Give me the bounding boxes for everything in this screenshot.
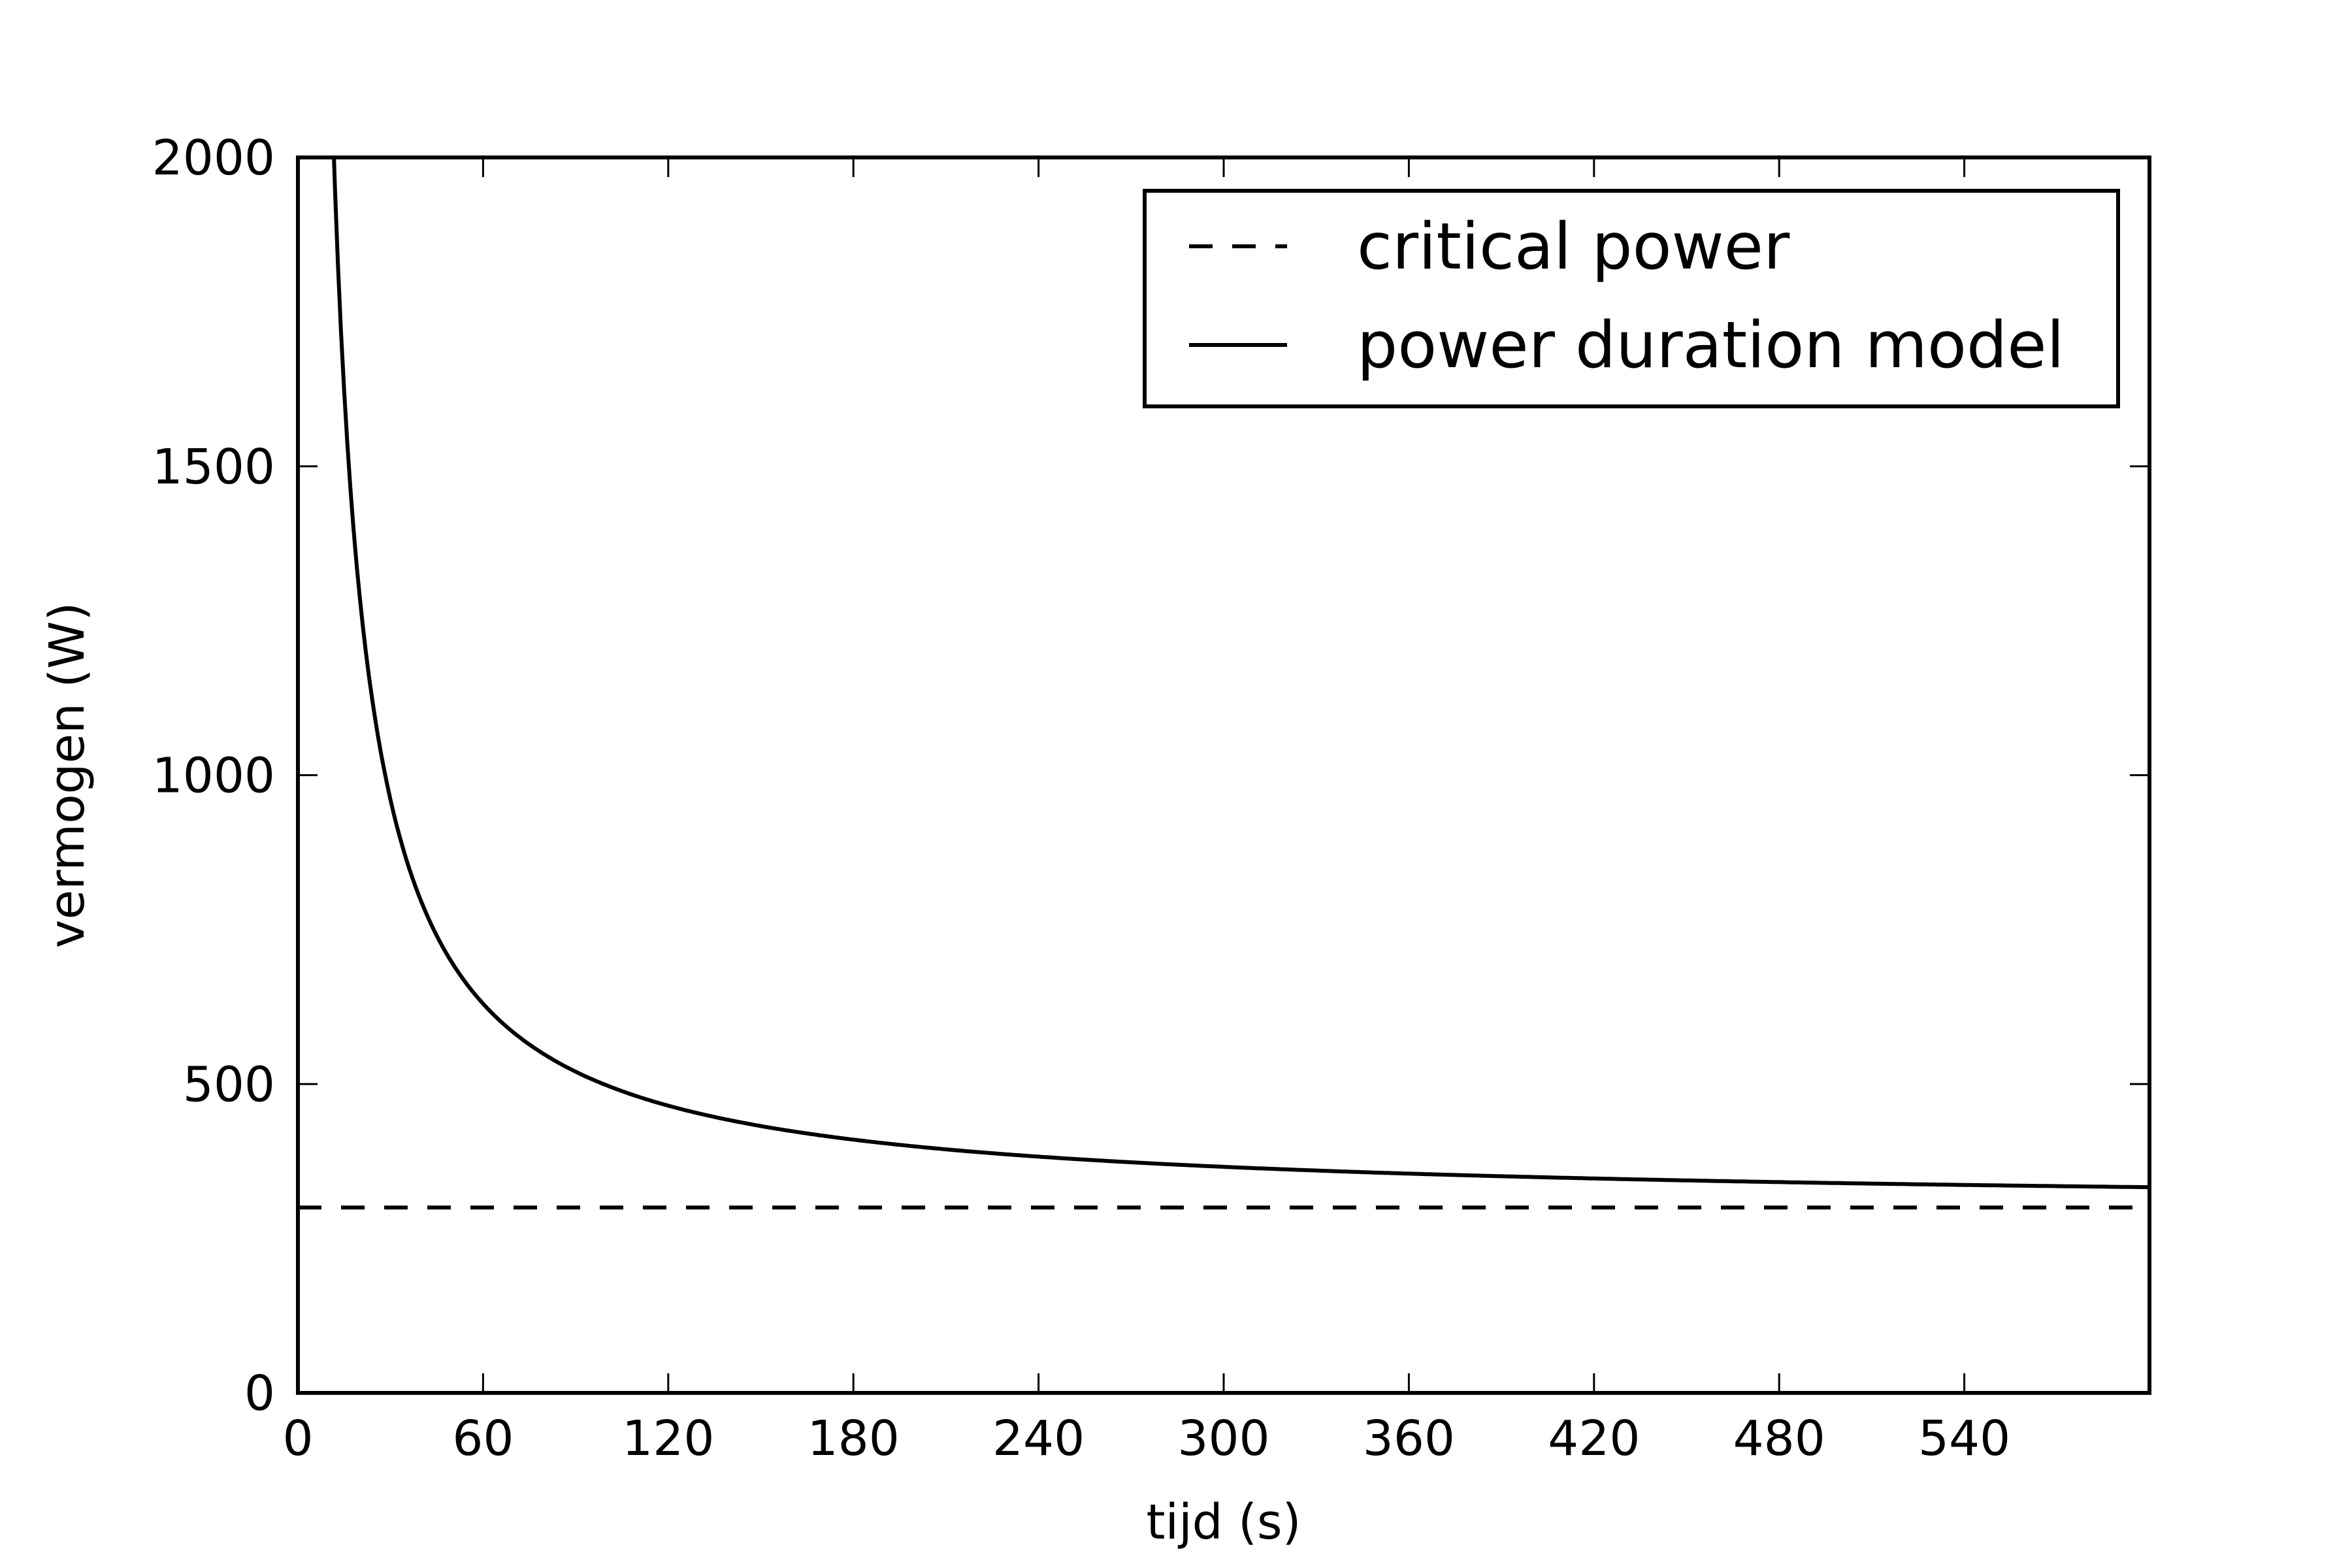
x-tick-label: 420 — [1548, 1411, 1640, 1467]
plot-frame — [296, 155, 2151, 1395]
y-tick-label: 1000 — [152, 748, 275, 804]
tick-labels: 0 60 120 180 240 300 360 420 480 540 0 500 1000 1500 2… — [152, 130, 2011, 1467]
x-tick-label: 480 — [1733, 1411, 1825, 1467]
x-tick-label: 120 — [622, 1411, 714, 1467]
x-tick-label: 240 — [992, 1411, 1085, 1467]
y-tick-label: 0 — [244, 1365, 275, 1422]
legend-label-critical-power: critical power — [1357, 210, 1790, 284]
legend-label-power-duration-model: power duration model — [1357, 308, 2065, 383]
y-tick-label: 2000 — [152, 130, 275, 186]
series-line-power-duration-model — [332, 157, 2149, 1190]
x-tick-label: 360 — [1363, 1411, 1455, 1467]
x-tick-label: 300 — [1177, 1411, 1269, 1467]
y-tick-label: 1500 — [152, 439, 275, 495]
x-tick-label: 60 — [452, 1411, 514, 1467]
y-tick-label: 500 — [183, 1056, 275, 1113]
x-tick-label: 540 — [1918, 1411, 2010, 1467]
y-axis-label: vermogen (W) — [39, 602, 95, 949]
legend-box — [1143, 189, 2120, 408]
legend: critical power power duration model — [1143, 189, 2120, 408]
x-tick-label: 180 — [808, 1411, 900, 1467]
series-lines — [298, 157, 2149, 1210]
x-axis-label: tijd (s) — [1147, 1494, 1301, 1550]
x-tick-label: 0 — [282, 1411, 313, 1467]
